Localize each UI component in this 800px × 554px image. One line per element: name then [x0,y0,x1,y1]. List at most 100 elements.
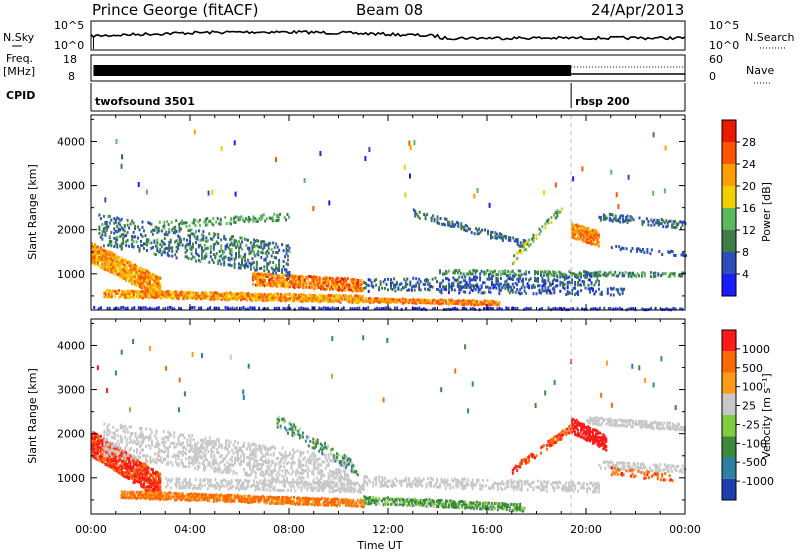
heatmap-cell [223,250,226,254]
heatmap-cell [132,495,135,499]
heatmap-cell [357,289,360,292]
heatmap-cell [262,280,265,283]
heatmap-cell [589,290,591,294]
heatmap-cell [342,298,345,302]
heatmap-cell [457,224,460,228]
heatmap-cell [685,254,687,258]
heatmap-cell [125,290,128,294]
heatmap-cell [220,471,223,475]
heatmap-cell [471,301,474,305]
heatmap-cell [214,443,217,446]
heatmap-cell [427,300,430,304]
heatmap-cell [312,478,315,482]
heatmap-cell [273,501,276,505]
heatmap-cell [245,238,248,242]
heatmap-cell [144,234,147,238]
heatmap-cell [299,477,302,481]
heatmap-cell [293,451,296,454]
heatmap-cell [147,489,150,493]
heatmap-cell [500,236,503,240]
heatmap-cell [324,281,327,285]
heatmap-cell [107,423,110,427]
heatmap-cell [120,461,123,465]
heatmap-cell [320,474,323,478]
heatmap-cell [233,216,236,220]
heatmap-cell [155,291,158,295]
heatmap-cell [105,439,108,443]
heatmap-cell [182,446,185,449]
heatmap-cell [264,501,267,505]
heatmap-cell [249,306,252,310]
heatmap-cell [355,287,358,290]
heatmap-cell [346,286,349,290]
heatmap-cell [681,221,684,225]
heatmap-cell [287,461,290,464]
heatmap-cell [359,498,362,502]
heatmap-cell [228,450,231,454]
heatmap-cell [131,245,134,249]
heatmap-cell [144,492,147,495]
heatmap-cell [230,264,233,268]
heatmap-cell [123,462,126,465]
heatmap-cell [113,269,116,273]
heatmap-cell [221,252,224,256]
heatmap-cell [92,249,95,253]
heatmap-cell [97,307,100,311]
heatmap-cell [674,307,677,311]
heatmap-cell [317,282,320,286]
heatmap-cell [474,288,477,292]
heatmap-cell [476,300,479,303]
heatmap-cell [98,442,101,446]
heatmap-cell [587,271,590,275]
heatmap-cell [277,478,280,482]
heatmap-cell [196,456,199,460]
heatmap-cell [606,290,609,294]
heatmap-cell [251,262,254,265]
heatmap-cell [321,294,324,298]
heatmap-cell [483,291,486,295]
heatmap-cell [334,503,337,507]
heatmap-cell [246,501,249,504]
heatmap-cell [229,307,232,311]
heatmap-cell [281,295,284,299]
heatmap-cell [328,500,331,504]
heatmap-cell [131,490,134,494]
heatmap-cell [262,293,265,297]
heatmap-cell [531,286,534,290]
heatmap-cell [156,291,159,295]
heatmap-cell [338,476,340,480]
heatmap-cell [203,247,206,251]
heatmap-cell [91,445,93,449]
heatmap-cell [272,298,275,302]
heatmap-cell [461,299,464,303]
heatmap-cell [157,477,160,481]
heatmap-cell [107,433,110,437]
heatmap-cell [412,297,415,301]
heatmap-cell [195,291,198,295]
heatmap-cell [274,219,277,223]
heatmap-cell [119,457,122,461]
heatmap-cell [299,452,302,456]
heatmap-cell [101,447,104,451]
heatmap-cell [507,236,510,240]
heatmap-cell [299,454,302,458]
heatmap-cell [269,292,272,296]
heatmap-cell [443,285,446,289]
heatmap-cell [370,284,373,288]
heatmap-cell [197,220,200,224]
heatmap-cell [109,440,112,444]
heatmap-cell [390,286,392,290]
heatmap-cell [607,307,610,310]
heatmap-cell [297,502,300,506]
heatmap-cell [108,459,111,463]
heatmap-cell [453,269,456,273]
heatmap-cell [394,283,397,287]
heatmap-cell [152,295,155,299]
heatmap-cell [423,212,426,216]
heatmap-cell [232,499,235,503]
heatmap-cell [114,237,117,241]
heatmap-cell [461,286,464,290]
heatmap-cell [180,293,183,297]
heatmap-cell [568,280,571,284]
heatmap-cell [107,464,110,468]
